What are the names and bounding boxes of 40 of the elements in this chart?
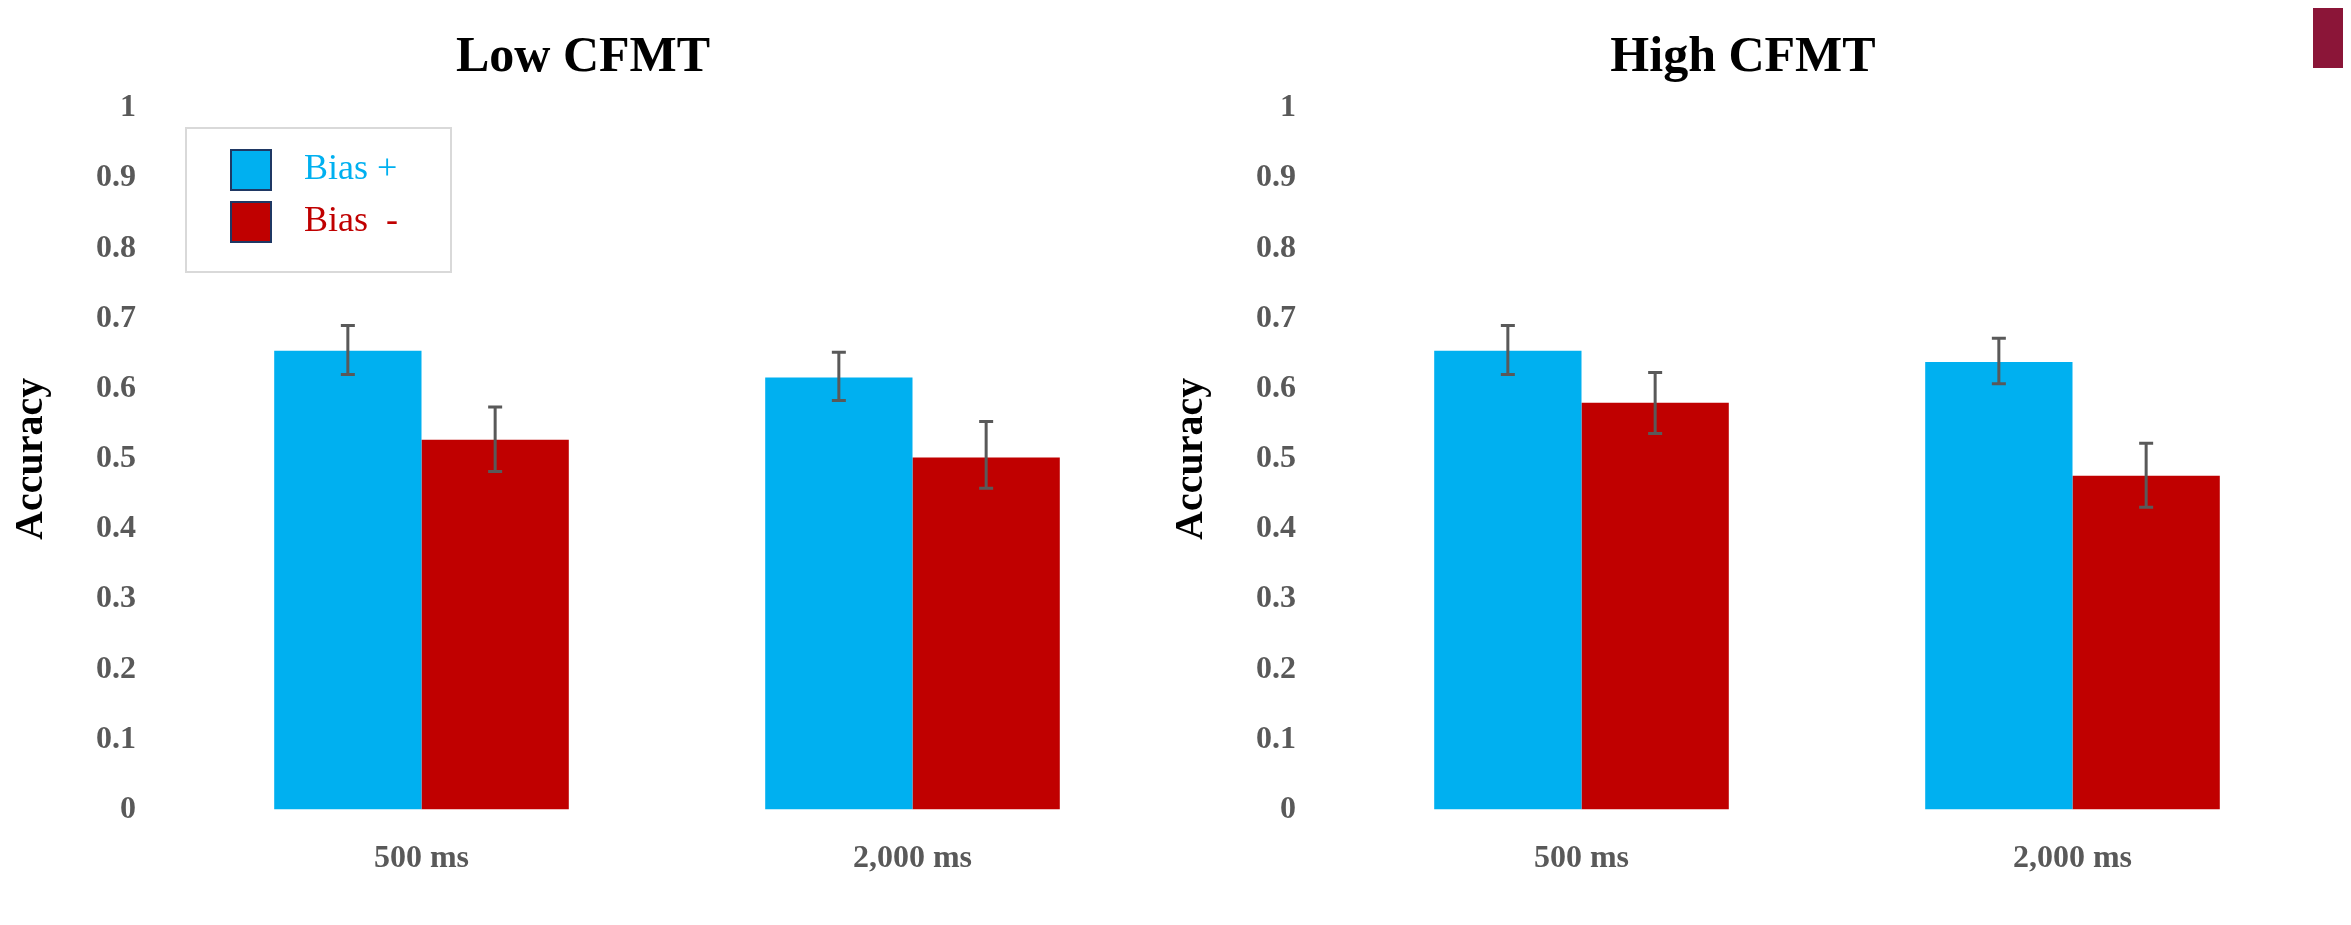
y-tick-label: 0 — [1280, 788, 1296, 825]
bar — [765, 377, 913, 810]
bar — [421, 439, 569, 810]
y-axis-title: Accuracy — [1166, 377, 1212, 540]
y-tick-label: 0.6 — [1256, 367, 1296, 404]
y-tick-label: 0.5 — [1256, 438, 1296, 475]
bar — [912, 457, 1060, 810]
bar — [2072, 475, 2220, 810]
y-tick-label: 0.9 — [96, 157, 136, 194]
y-tick-label: 0.2 — [96, 648, 136, 685]
y-tick-label: 0.8 — [1256, 227, 1296, 264]
y-tick-label: 0 — [120, 788, 136, 825]
chart-title: High CFMT — [1610, 25, 1876, 82]
bar — [1925, 361, 2073, 810]
y-tick-label: 0.4 — [96, 508, 136, 545]
x-tick-label: 500 ms — [373, 838, 470, 875]
y-tick-label: 0.1 — [1256, 718, 1296, 755]
y-tick-label: 0.1 — [96, 718, 136, 755]
legend-label: Bias - — [304, 199, 398, 240]
y-tick-label: 0.7 — [96, 297, 136, 334]
bar — [1581, 402, 1729, 810]
x-tick-label: 2,000 ms — [852, 838, 973, 875]
y-tick-label: 0.9 — [1256, 157, 1296, 194]
bar — [274, 350, 422, 810]
y-tick-label: 1 — [120, 87, 136, 124]
x-tick-label: 500 ms — [1533, 838, 1630, 875]
y-tick-label: 0.3 — [1256, 578, 1296, 615]
chart-title: Low CFMT — [455, 25, 711, 82]
y-tick-label: 0.5 — [96, 438, 136, 475]
legend-label: Bias + — [304, 147, 398, 188]
y-tick-label: 0.3 — [96, 578, 136, 615]
x-tick-label: 2,000 ms — [2012, 838, 2133, 875]
y-tick-label: 1 — [1280, 87, 1296, 124]
y-tick-label: 0.7 — [1256, 297, 1296, 334]
y-tick-label: 0.6 — [96, 367, 136, 404]
y-axis-title: Accuracy — [6, 377, 52, 540]
y-tick-label: 0.4 — [1256, 508, 1296, 545]
y-tick-label: 0.8 — [96, 227, 136, 264]
y-tick-label: 0.2 — [1256, 648, 1296, 685]
bar — [1434, 350, 1582, 810]
